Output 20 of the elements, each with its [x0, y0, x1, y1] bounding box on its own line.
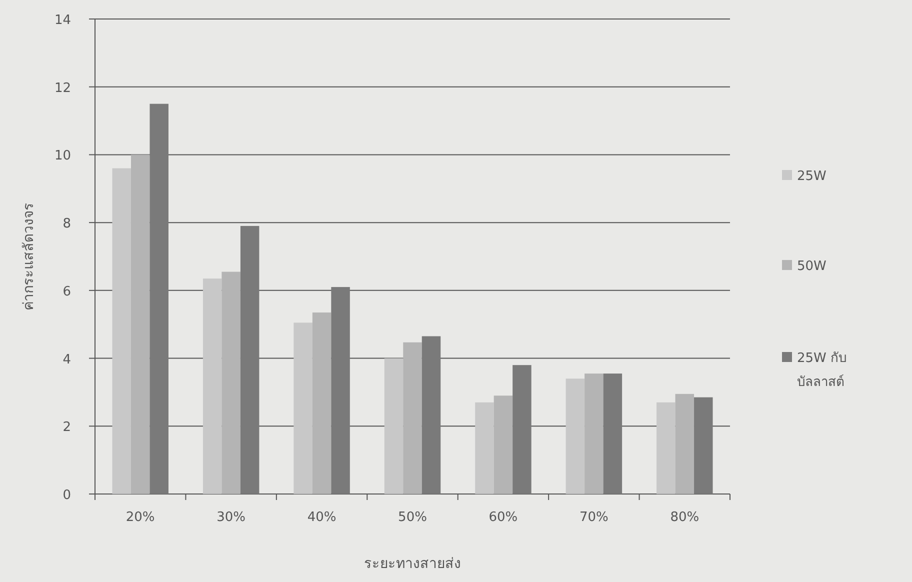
y-tick-label: 12 — [54, 80, 71, 96]
x-axis-title: ระยะทางสายส่ง — [364, 556, 461, 572]
x-tick-label: 50% — [398, 510, 427, 525]
legend-label: 25W — [797, 169, 827, 184]
y-tick-label: 0 — [62, 488, 71, 503]
x-tick-label: 20% — [126, 510, 155, 525]
x-tick-label: 40% — [307, 510, 336, 525]
y-tick-label: 2 — [62, 420, 71, 436]
x-tick-label: 80% — [670, 510, 700, 525]
y-axis-title: ค่ากระแสลัดวงจร — [21, 202, 37, 310]
y-tick-label: 8 — [62, 216, 71, 232]
x-tick-label: 70% — [579, 510, 608, 525]
y-tick-label: 10 — [54, 148, 71, 164]
x-tick-label: 60% — [488, 510, 518, 525]
y-tick-label: 4 — [62, 352, 71, 368]
legend-label: 25W กับ บัลลาสต์ — [797, 351, 847, 390]
y-tick-label: 14 — [54, 13, 71, 28]
y-tick-label: 6 — [62, 284, 71, 300]
legend-label: 50W — [797, 259, 827, 274]
x-tick-label: 30% — [216, 510, 246, 525]
